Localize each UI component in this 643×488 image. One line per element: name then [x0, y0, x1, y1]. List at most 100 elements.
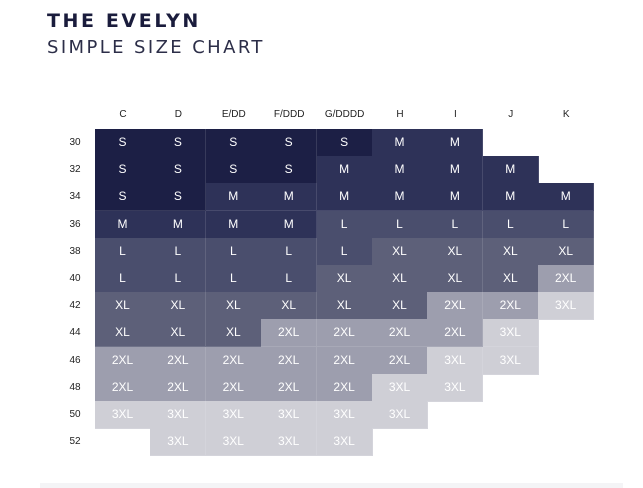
size-cell: 3XL: [482, 346, 539, 375]
size-cell: L: [261, 265, 318, 293]
size-cell: XL: [205, 319, 262, 348]
row-header: 36: [69, 218, 81, 230]
size-cell: XL: [95, 319, 151, 348]
row-header: 48: [69, 381, 81, 393]
size-cell: M: [372, 156, 428, 185]
row-header: 42: [69, 300, 81, 312]
size-cell: XL: [482, 237, 539, 266]
size-cell: XL: [372, 292, 428, 321]
size-cell: XL: [372, 237, 428, 266]
size-cell: 2XL: [205, 373, 262, 402]
column-header: D: [174, 109, 182, 120]
size-cell: 3XL: [150, 428, 207, 457]
size-cell: 2XL: [261, 373, 318, 402]
size-cell: L: [316, 237, 373, 266]
size-cell: L: [261, 237, 318, 266]
column-header: E/DD: [221, 109, 246, 120]
size-cell: S: [95, 183, 151, 212]
size-cell: M: [538, 183, 595, 212]
row-header: 40: [69, 273, 81, 284]
size-cell: 2XL: [261, 319, 318, 348]
size-cell: 2XL: [316, 373, 373, 402]
size-cell: L: [427, 210, 484, 239]
size-cell: 3XL: [95, 401, 151, 429]
size-cell: M: [316, 183, 373, 212]
row-header: 46: [69, 354, 81, 366]
size-cell: M: [372, 183, 428, 212]
size-cell: L: [538, 210, 595, 239]
column-header: H: [396, 109, 404, 120]
size-cell: L: [372, 210, 428, 239]
size-cell: XL: [316, 265, 373, 293]
column-header: C: [119, 109, 127, 120]
column-header: G/DDDD: [324, 109, 365, 120]
size-cell: 3XL: [372, 401, 428, 429]
size-cell: M: [205, 183, 262, 212]
row-header: 34: [69, 191, 81, 203]
size-cell: 3XL: [427, 346, 484, 375]
row-header: 52: [69, 436, 81, 448]
row-header: 44: [69, 327, 81, 339]
size-cell: XL: [150, 292, 207, 321]
row-header: 38: [69, 245, 81, 257]
footer-divider: [40, 483, 623, 488]
size-cell: 2XL: [95, 373, 151, 402]
size-cell: L: [205, 237, 262, 266]
size-cell: M: [150, 210, 207, 239]
size-cell: 2XL: [427, 319, 484, 348]
size-cell: S: [95, 129, 151, 157]
size-cell: M: [482, 156, 539, 185]
size-cell: 2XL: [95, 346, 151, 375]
size-cell: L: [150, 265, 207, 293]
size-cell: S: [261, 129, 318, 157]
size-cell: M: [427, 129, 484, 157]
size-cell: S: [205, 129, 262, 157]
size-cell: 2XL: [261, 346, 318, 375]
row-header: 50: [69, 409, 81, 420]
size-cell: S: [95, 156, 151, 185]
size-cell: M: [427, 156, 484, 185]
size-cell: XL: [482, 265, 539, 293]
size-cell: M: [482, 183, 539, 212]
row-header: 30: [69, 137, 81, 148]
size-cell: S: [316, 129, 373, 157]
size-cell: L: [316, 210, 373, 239]
size-cell: M: [427, 183, 484, 212]
size-cell: 3XL: [150, 401, 207, 429]
size-cell: M: [261, 183, 318, 212]
size-cell: M: [316, 156, 373, 185]
size-cell: 2XL: [372, 346, 428, 375]
column-header: J: [508, 109, 514, 120]
size-cell: S: [205, 156, 262, 185]
size-cell: XL: [372, 265, 428, 293]
size-cell: XL: [205, 292, 262, 321]
size-cell: L: [150, 237, 207, 266]
size-cell: L: [482, 210, 539, 239]
size-cell: XL: [95, 292, 151, 321]
size-cell: L: [95, 237, 151, 266]
column-header: F/DDD: [273, 109, 305, 120]
chart-subtitle: SIMPLE SIZE CHART: [47, 37, 265, 58]
size-cell: L: [95, 265, 151, 293]
size-cell: XL: [427, 265, 484, 293]
size-cell: 3XL: [482, 319, 539, 348]
size-cell: 2XL: [316, 346, 373, 375]
size-cell: S: [150, 129, 207, 157]
size-cell: 3XL: [205, 401, 262, 429]
size-cell: 2XL: [372, 319, 428, 348]
size-cell: S: [150, 183, 207, 212]
column-header: I: [454, 109, 457, 120]
size-cell: 3XL: [316, 428, 373, 457]
column-header: K: [562, 109, 570, 120]
size-cell: 2XL: [316, 319, 373, 348]
size-cell: 3XL: [261, 428, 318, 457]
size-cell: 3XL: [316, 401, 373, 429]
size-cell: S: [261, 156, 318, 185]
size-cell: 2XL: [482, 292, 539, 321]
size-cell: M: [205, 210, 262, 239]
size-cell: 3XL: [372, 373, 428, 402]
size-cell: 3XL: [538, 292, 595, 321]
size-cell: 2XL: [427, 292, 484, 321]
size-cell: XL: [316, 292, 373, 321]
chart-title: THE EVELYN: [47, 10, 201, 32]
